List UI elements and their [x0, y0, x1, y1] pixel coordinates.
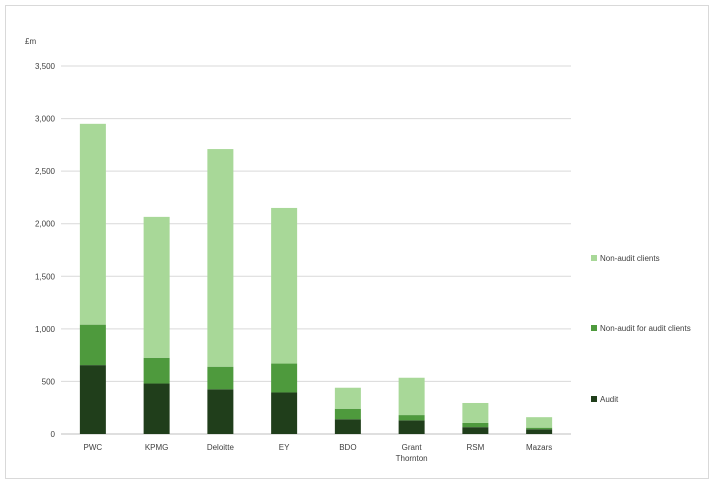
x-tick-label: EY	[279, 443, 290, 452]
legend-swatch	[591, 325, 597, 331]
bar-segment	[334, 408, 361, 420]
x-tick-label: PWC	[84, 443, 103, 452]
y-axis-unit-label: £m	[25, 37, 36, 46]
legend-swatch	[591, 255, 597, 261]
bar-segment	[398, 420, 425, 434]
bar-segment	[271, 392, 298, 434]
x-tick-label: Deloitte	[207, 443, 235, 452]
y-axis: £m 0 500 1,000 1,500 2,000 2,500 3,000 3,500	[25, 37, 56, 439]
x-tick-label: Thornton	[396, 454, 428, 463]
bar-segment	[271, 363, 298, 393]
bar-segment	[207, 366, 234, 390]
y-tick-label: 2,000	[35, 220, 56, 229]
bar-segment	[398, 377, 425, 416]
y-tick-label: 2,500	[35, 167, 56, 176]
bar-segment	[207, 149, 234, 367]
bar-segment	[462, 427, 489, 434]
bar-segment	[207, 389, 234, 434]
bar-segment	[143, 357, 170, 384]
bar-segment	[334, 387, 361, 409]
bar-segment	[526, 429, 553, 434]
x-axis: PWC KPMG Deloitte EY BDO Grant Thornton RSM Maza…	[84, 443, 553, 463]
legend-swatch	[591, 396, 597, 402]
legend-label: Audit	[600, 395, 619, 404]
bars	[79, 123, 553, 434]
bar-segment	[462, 422, 489, 428]
legend: Non-audit clients Non-audit for audit cli…	[591, 254, 691, 404]
bar-segment	[526, 417, 553, 428]
legend-label: Non-audit for audit clients	[600, 324, 691, 333]
bar-segment	[79, 123, 106, 325]
x-tick-label: Mazars	[526, 443, 552, 452]
legend-label: Non-audit clients	[600, 254, 660, 263]
bar-segment	[462, 402, 489, 423]
bar-segment	[79, 365, 106, 434]
bar-segment	[334, 419, 361, 434]
y-tick-label: 3,500	[35, 62, 56, 71]
bar-segment	[526, 427, 553, 430]
gridlines	[61, 65, 571, 435]
y-tick-label: 1,000	[35, 325, 56, 334]
y-tick-label: 500	[42, 377, 56, 386]
y-tick-label: 0	[51, 430, 56, 439]
x-tick-label: RSM	[466, 443, 484, 452]
y-tick-label: 3,000	[35, 115, 56, 124]
x-tick-label: BDO	[339, 443, 356, 452]
bar-segment	[143, 216, 170, 358]
bar-segment	[143, 383, 170, 434]
y-tick-label: 1,500	[35, 272, 56, 281]
x-tick-label: KPMG	[145, 443, 169, 452]
x-tick-label: Grant	[402, 443, 423, 452]
bar-segment	[271, 207, 298, 364]
bar-segment	[79, 324, 106, 366]
bar-segment	[398, 415, 425, 421]
